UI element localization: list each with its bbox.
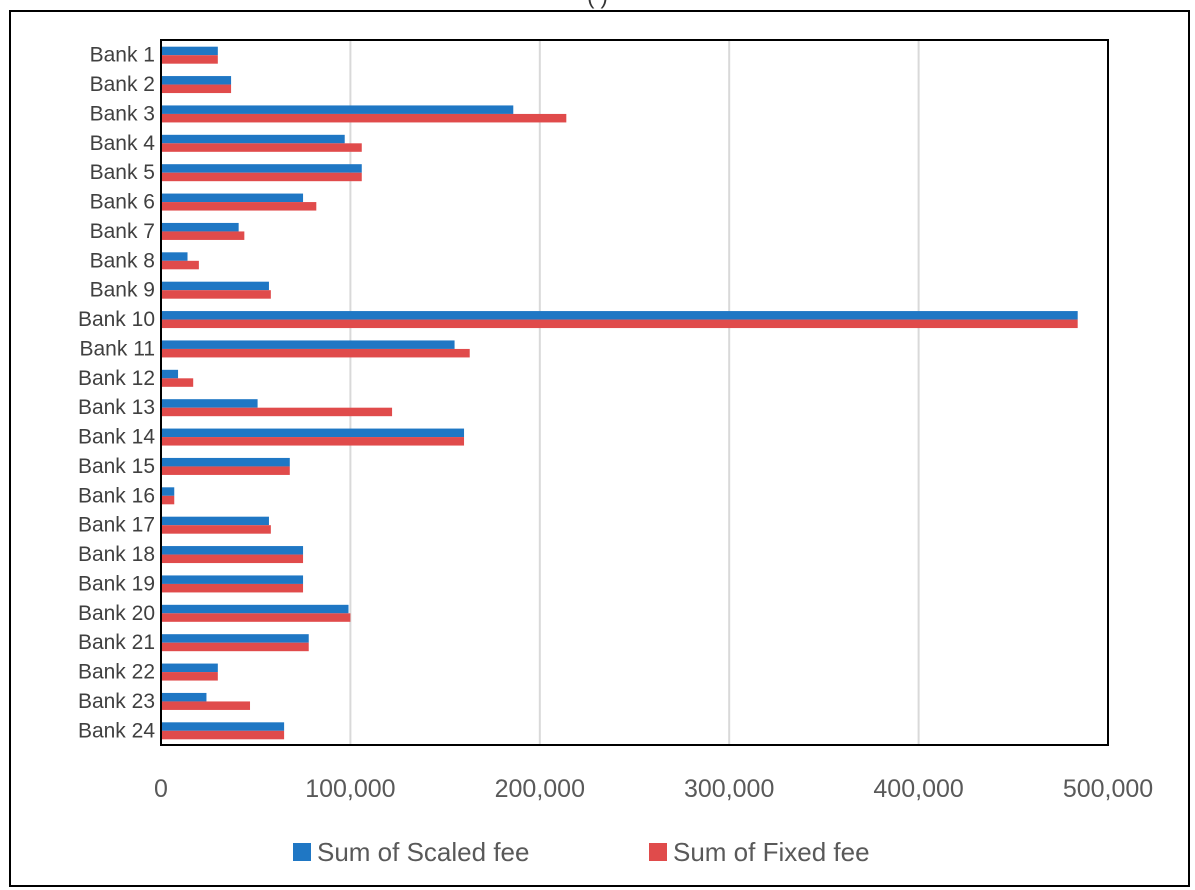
category-label: Bank 21 xyxy=(78,631,155,654)
category-label: Bank 18 xyxy=(78,543,155,566)
category-label: Bank 8 xyxy=(90,249,155,272)
bar-fixed-fee xyxy=(161,202,317,211)
category-label: Bank 15 xyxy=(78,455,155,478)
axes xyxy=(160,39,1109,746)
bar-fixed-fee xyxy=(161,319,1078,329)
x-tick-label: 400,000 xyxy=(873,775,963,803)
bar-scaled-fee xyxy=(161,634,309,643)
category-labels: Bank 1 Bank 2 Bank 3 Bank 4 Bank 5 Bank 6 Bank… xyxy=(78,44,155,743)
bar-scaled-fee xyxy=(161,340,455,349)
bar-scaled-fee xyxy=(161,311,1078,320)
bar-fixed-fee xyxy=(161,290,271,299)
bar-scaled-fee xyxy=(161,105,514,114)
bar-scaled-fee xyxy=(161,252,188,261)
legend-label: Sum of Scaled fee xyxy=(317,837,529,867)
bar-scaled-fee xyxy=(161,281,269,291)
bar-fixed-fee xyxy=(161,525,271,534)
category-label: Bank 20 xyxy=(78,602,155,625)
bar-scaled-fee xyxy=(161,722,285,731)
bar-fixed-fee xyxy=(161,730,285,740)
legend-swatch xyxy=(293,843,311,861)
chart-frame xyxy=(9,10,1190,887)
x-tick-label: 500,000 xyxy=(1063,775,1153,803)
category-label: Bank 2 xyxy=(90,73,155,96)
bar-scaled-fee xyxy=(161,193,304,203)
bar-scaled-fee xyxy=(161,692,207,702)
bar-fixed-fee xyxy=(161,378,194,387)
bar-fixed-fee xyxy=(161,495,175,505)
legend-label: Sum of Fixed fee xyxy=(673,837,870,867)
plot-area-border xyxy=(160,39,1109,746)
bar-fixed-fee xyxy=(161,260,199,270)
category-label: Bank 19 xyxy=(78,572,155,595)
bar-scaled-fee xyxy=(161,134,345,144)
category-label: Bank 13 xyxy=(78,396,155,419)
category-label: Bank 14 xyxy=(78,426,155,449)
bar-scaled-fee xyxy=(161,575,304,584)
bar-fixed-fee xyxy=(161,172,362,182)
bar-scaled-fee xyxy=(161,428,465,438)
bar-scaled-fee xyxy=(161,222,239,232)
bar-fixed-fee xyxy=(161,642,309,652)
bar-fixed-fee xyxy=(161,672,218,681)
legend: Sum of Scaled fee Sum of Fixed fee xyxy=(293,837,870,867)
category-label: Bank 24 xyxy=(78,719,155,742)
bar-fixed-fee xyxy=(161,231,245,240)
bar-scaled-fee xyxy=(161,164,362,173)
bar-fixed-fee xyxy=(161,55,218,64)
category-label: Bank 9 xyxy=(90,279,155,302)
bar-fixed-fee xyxy=(161,113,567,123)
category-label: Bank 16 xyxy=(78,484,155,507)
bars xyxy=(161,46,1078,740)
bar-scaled-fee xyxy=(161,457,290,467)
bar-fixed-fee xyxy=(161,437,465,446)
bar-fixed-fee xyxy=(161,583,304,593)
bar-scaled-fee xyxy=(161,663,218,673)
bar-scaled-fee xyxy=(161,76,232,85)
bar-fixed-fee xyxy=(161,348,470,358)
bar-scaled-fee xyxy=(161,604,349,614)
legend-swatch xyxy=(649,843,667,861)
x-tick-labels: 0 100,000 200,000 300,000 400,000 500,000 xyxy=(154,775,1153,803)
category-label: Bank 4 xyxy=(90,132,156,155)
category-label: Bank 1 xyxy=(90,44,155,67)
bar-scaled-fee xyxy=(161,369,179,379)
category-label: Bank 10 xyxy=(78,308,155,331)
chart-title: ( ) xyxy=(0,0,1195,8)
bar-scaled-fee xyxy=(161,399,258,408)
category-label: Bank 22 xyxy=(78,661,155,684)
x-tick-label: 100,000 xyxy=(305,775,395,803)
category-label: Bank 3 xyxy=(90,102,155,125)
category-label: Bank 11 xyxy=(80,337,156,360)
category-label: Bank 23 xyxy=(78,690,155,713)
bar-scaled-fee xyxy=(161,46,218,56)
bar-fixed-fee xyxy=(161,701,251,710)
category-label: Bank 12 xyxy=(78,367,155,390)
x-tick-label: 300,000 xyxy=(684,775,774,803)
gridlines xyxy=(349,40,1109,745)
bar-fixed-fee xyxy=(161,84,232,94)
x-tick-label: 200,000 xyxy=(495,775,585,803)
bar-fixed-fee xyxy=(161,407,393,417)
category-label: Bank 7 xyxy=(90,220,155,243)
bar-fixed-fee xyxy=(161,554,304,564)
x-tick-label: 0 xyxy=(154,775,168,803)
category-label: Bank 17 xyxy=(78,514,155,537)
category-label: Bank 6 xyxy=(90,191,155,214)
bar-scaled-fee xyxy=(161,487,175,496)
category-label: Bank 5 xyxy=(90,161,155,184)
bar-fixed-fee xyxy=(161,613,351,622)
bar-scaled-fee xyxy=(161,546,304,555)
bar-scaled-fee xyxy=(161,516,269,526)
bar-fixed-fee xyxy=(161,143,362,152)
bar-fixed-fee xyxy=(161,466,290,475)
